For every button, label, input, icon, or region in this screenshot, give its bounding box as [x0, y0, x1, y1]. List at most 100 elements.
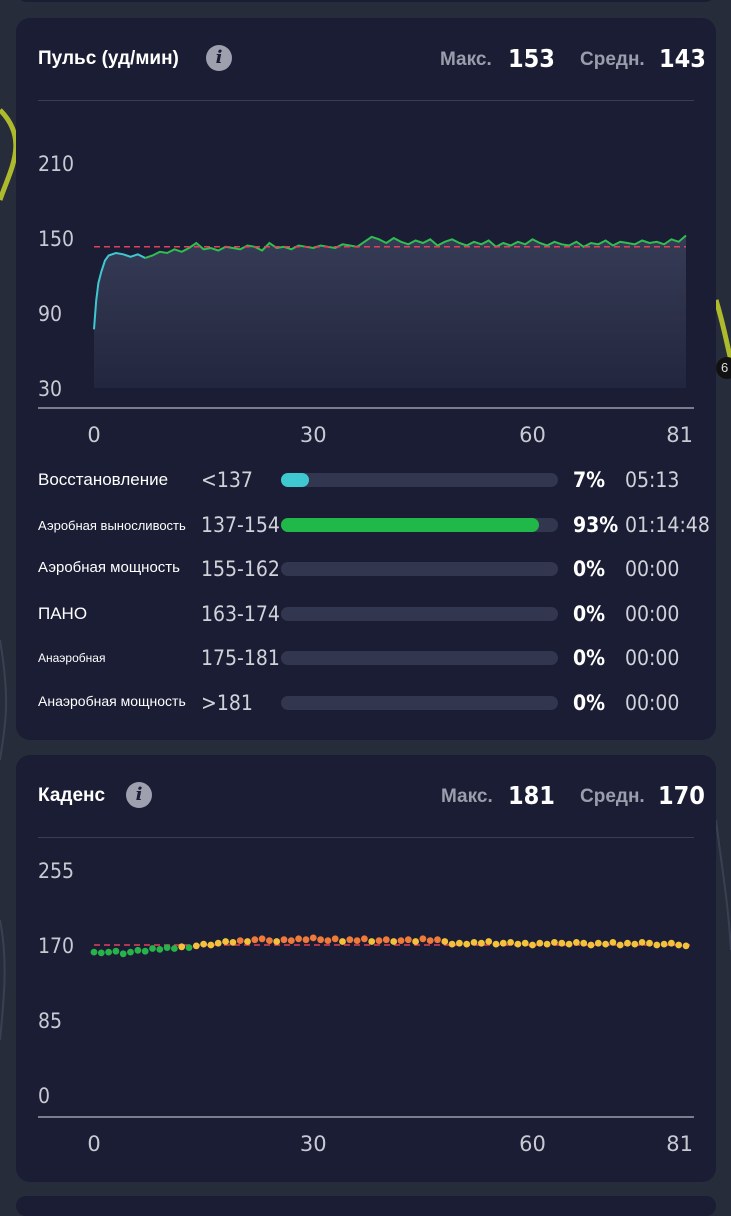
zone-percent: 0%: [573, 691, 606, 715]
y-tick-label: 210: [38, 152, 74, 176]
cadence-point: [309, 934, 317, 942]
cadence-point: [97, 949, 105, 957]
x-tick-label: 60: [519, 423, 546, 447]
zone-name: Анаэробная мощность: [38, 693, 186, 709]
cadence-point: [499, 939, 507, 947]
zone-progress-fill: [281, 473, 309, 487]
cadence-point: [317, 936, 324, 944]
zone-row: Аэробная выносливость 137-154 93% 01:14:48: [38, 513, 710, 537]
cadence-point: [551, 939, 558, 946]
cadence-chart[interactable]: 255 170 85 0 0 30 60 81: [16, 855, 716, 1165]
heart-rate-avg-label: Средн.: [580, 49, 645, 70]
cadence-point: [478, 939, 485, 947]
cadence-point: [192, 942, 200, 950]
info-icon[interactable]: i: [206, 45, 232, 71]
cadence-point: [492, 940, 500, 948]
y-tick-label: 30: [38, 377, 62, 401]
cadence-card: Каденс i Макс. 181 Средн. 170 255 170 85 0 0…: [16, 755, 716, 1182]
cadence-point: [251, 936, 259, 944]
cadence-point: [463, 940, 471, 948]
cadence-point: [638, 939, 646, 946]
zone-percent: 0%: [573, 646, 606, 671]
zone-row: Анаэробная мощность >181 0% 00:00: [38, 691, 694, 715]
header-divider: [38, 100, 694, 101]
zone-range: 163-174: [201, 601, 280, 626]
cadence-point: [134, 946, 142, 954]
cadence-point: [646, 939, 653, 947]
cadence-point: [382, 936, 390, 944]
cadence-point: [105, 948, 112, 956]
zone-progress-track: [281, 517, 558, 532]
cadence-point: [287, 937, 295, 944]
zone-name: ПАНО: [38, 603, 88, 623]
cadence-point: [580, 939, 588, 947]
zone-range: 175-181: [201, 646, 280, 671]
cadence-point: [295, 935, 302, 943]
cadence-point: [222, 938, 230, 945]
cadence-point: [631, 940, 639, 948]
zone-percent: 0%: [573, 557, 606, 582]
zone-time: 00:00: [625, 646, 680, 671]
cadence-point: [419, 935, 427, 943]
cadence-point: [573, 939, 580, 946]
heart-rate-title: Пульс (уд/мин): [38, 48, 179, 69]
zone-time: 05:13: [625, 468, 680, 492]
zone-name: Анаэробная: [38, 651, 106, 666]
y-tick-label: 85: [38, 1009, 62, 1033]
cadence-point: [404, 936, 412, 944]
heart-rate-max-value: 153: [508, 44, 555, 73]
cadence-point: [185, 944, 193, 951]
cadence-point: [273, 938, 281, 945]
cadence-point: [536, 939, 544, 947]
cadence-point: [127, 948, 134, 956]
cadence-point: [119, 950, 127, 958]
cadence-point: [324, 937, 332, 944]
cadence-point: [258, 935, 266, 943]
next-card-edge: [16, 1196, 716, 1216]
zone-time: 00:00: [625, 601, 680, 626]
cadence-point: [565, 940, 573, 948]
cadence-point: [660, 940, 668, 948]
zone-row: ПАНО 163-174 0% 00:00: [38, 602, 694, 626]
zone-progress-track: [281, 473, 558, 487]
cadence-point: [156, 946, 164, 953]
info-icon[interactable]: i: [126, 782, 152, 808]
zone-range: >181: [201, 691, 253, 715]
y-tick-label: 90: [38, 302, 62, 326]
cadence-point: [207, 941, 215, 949]
cadence-max-label: Макс.: [441, 786, 493, 807]
previous-card-edge: [16, 0, 716, 2]
cadence-point: [594, 939, 602, 947]
cadence-point: [529, 941, 536, 949]
cadence-point: [426, 937, 434, 944]
cadence-point: [653, 941, 661, 949]
zone-row: Восстановление <137 7% 05:13: [38, 468, 694, 492]
cadence-point: [375, 937, 383, 944]
heart-rate-header: Пульс (уд/мин) i Макс. 153 Средн. 143: [38, 18, 706, 100]
cadence-point: [514, 940, 522, 948]
cadence-point: [587, 941, 595, 949]
cadence-point: [441, 938, 449, 945]
heart-rate-chart[interactable]: 210 150 90 30 0 30 60 81: [16, 118, 716, 448]
zone-row: Анаэробная 175-181 0% 00:00: [38, 646, 694, 670]
x-tick-label: 30: [300, 1132, 327, 1156]
cadence-point: [412, 938, 419, 945]
cadence-point: [331, 935, 339, 943]
x-tick-label: 30: [300, 423, 327, 447]
cadence-point: [266, 937, 273, 944]
zone-time: 01:14:48: [625, 512, 710, 537]
cadence-point: [507, 939, 514, 946]
zone-range: <137: [201, 468, 253, 492]
cadence-point: [353, 937, 361, 944]
heart-rate-avg-value: 143: [659, 44, 706, 73]
heart-rate-card: Пульс (уд/мин) i Макс. 153 Средн. 143 21…: [16, 18, 716, 740]
zone-progress-fill: [281, 517, 539, 532]
zone-time: 00:00: [625, 557, 680, 582]
cadence-point: [456, 939, 463, 947]
y-tick-label: 255: [38, 859, 74, 883]
zone-progress-track: [281, 562, 558, 577]
x-tick-label: 0: [87, 423, 100, 447]
cadence-point: [543, 940, 551, 948]
cadence-header: Каденс i Макс. 181 Средн. 170: [38, 755, 705, 837]
zone-row: Аэробная мощность 155-162 0% 00:00: [38, 557, 694, 581]
